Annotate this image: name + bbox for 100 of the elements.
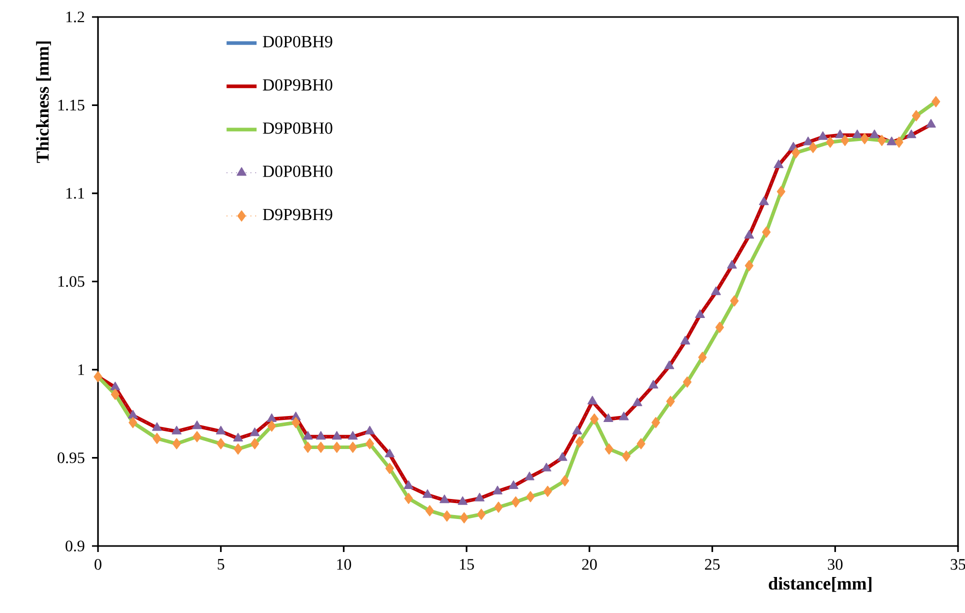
- legend-label: D9P0BH0: [262, 122, 332, 134]
- point: [664, 360, 674, 370]
- point: [152, 432, 162, 444]
- point: [730, 295, 739, 306]
- point: [651, 416, 660, 428]
- point: [332, 431, 342, 440]
- point: [332, 442, 342, 453]
- point: [250, 438, 260, 450]
- point: [477, 508, 486, 520]
- point: [558, 452, 568, 461]
- point: [494, 502, 503, 513]
- x-tick-label: 20: [582, 559, 597, 570]
- point: [216, 426, 226, 434]
- point: [666, 396, 675, 408]
- point: [128, 410, 138, 419]
- point: [575, 436, 584, 448]
- legend-label: D9P9BH9: [262, 208, 332, 220]
- point: [744, 260, 754, 272]
- point: [425, 505, 434, 516]
- point: [474, 492, 484, 502]
- point: [926, 118, 936, 128]
- point: [808, 142, 818, 154]
- point: [266, 413, 277, 422]
- point: [727, 260, 737, 269]
- point: [192, 431, 202, 442]
- point: [292, 416, 300, 428]
- point: [458, 496, 468, 505]
- point: [622, 450, 631, 462]
- point: [543, 486, 552, 497]
- point: [860, 133, 869, 144]
- point: [316, 431, 326, 440]
- point: [542, 462, 552, 472]
- point: [94, 371, 102, 382]
- point: [632, 398, 642, 406]
- point: [128, 416, 138, 428]
- y-tick-label: 0.9: [66, 540, 84, 552]
- point: [302, 431, 313, 440]
- point: [216, 438, 226, 450]
- legend-label: D0P0BH9: [262, 36, 332, 48]
- point: [776, 186, 786, 198]
- point: [492, 486, 502, 494]
- point: [364, 426, 375, 434]
- point: [695, 309, 705, 318]
- point: [906, 130, 916, 138]
- point: [648, 380, 658, 389]
- point: [715, 322, 724, 333]
- point: [618, 412, 629, 420]
- x-tick-label: 35: [950, 559, 965, 570]
- point: [698, 352, 707, 363]
- x-tick-label: 5: [218, 559, 224, 570]
- x-tick-label: 25: [705, 559, 720, 570]
- point: [826, 136, 835, 148]
- point: [932, 96, 940, 108]
- point: [870, 130, 880, 138]
- point: [587, 396, 598, 404]
- point: [422, 489, 432, 498]
- point: [682, 376, 692, 388]
- y-tick-label: 0.95: [58, 452, 84, 464]
- point: [711, 286, 721, 296]
- legend-label: D0P9BH0: [262, 79, 332, 91]
- point: [440, 494, 450, 504]
- point: [878, 134, 886, 146]
- point: [511, 496, 520, 508]
- point: [894, 136, 904, 148]
- point: [526, 491, 535, 502]
- point: [762, 226, 771, 238]
- point: [852, 130, 862, 138]
- y-tick-label: 1.05: [58, 276, 84, 287]
- point: [508, 480, 518, 490]
- point: [840, 134, 850, 146]
- point: [560, 475, 570, 486]
- point: [384, 448, 395, 458]
- point: [818, 131, 828, 140]
- point: [803, 136, 814, 146]
- point: [385, 462, 394, 474]
- point: [572, 426, 582, 434]
- point: [912, 110, 921, 122]
- y-tick-label: 1: [78, 364, 84, 375]
- point: [234, 443, 242, 455]
- y-tick-label: 1.1: [66, 188, 84, 199]
- x-axis-title: distance[mm]: [768, 577, 872, 592]
- point: [680, 336, 690, 344]
- x-tick-label: 10: [337, 559, 352, 570]
- x-tick-label: 15: [460, 559, 474, 570]
- point: [442, 510, 452, 522]
- point: [348, 431, 358, 440]
- point: [404, 480, 414, 490]
- point: [792, 147, 800, 158]
- point: [603, 413, 614, 422]
- point: [835, 130, 845, 138]
- point: [110, 388, 120, 400]
- point: [304, 442, 312, 453]
- point: [267, 420, 276, 432]
- point: [233, 432, 243, 442]
- point: [152, 422, 162, 431]
- point: [590, 413, 599, 425]
- point: [192, 420, 202, 430]
- point: [365, 438, 374, 450]
- point: [604, 443, 614, 455]
- point: [250, 428, 260, 436]
